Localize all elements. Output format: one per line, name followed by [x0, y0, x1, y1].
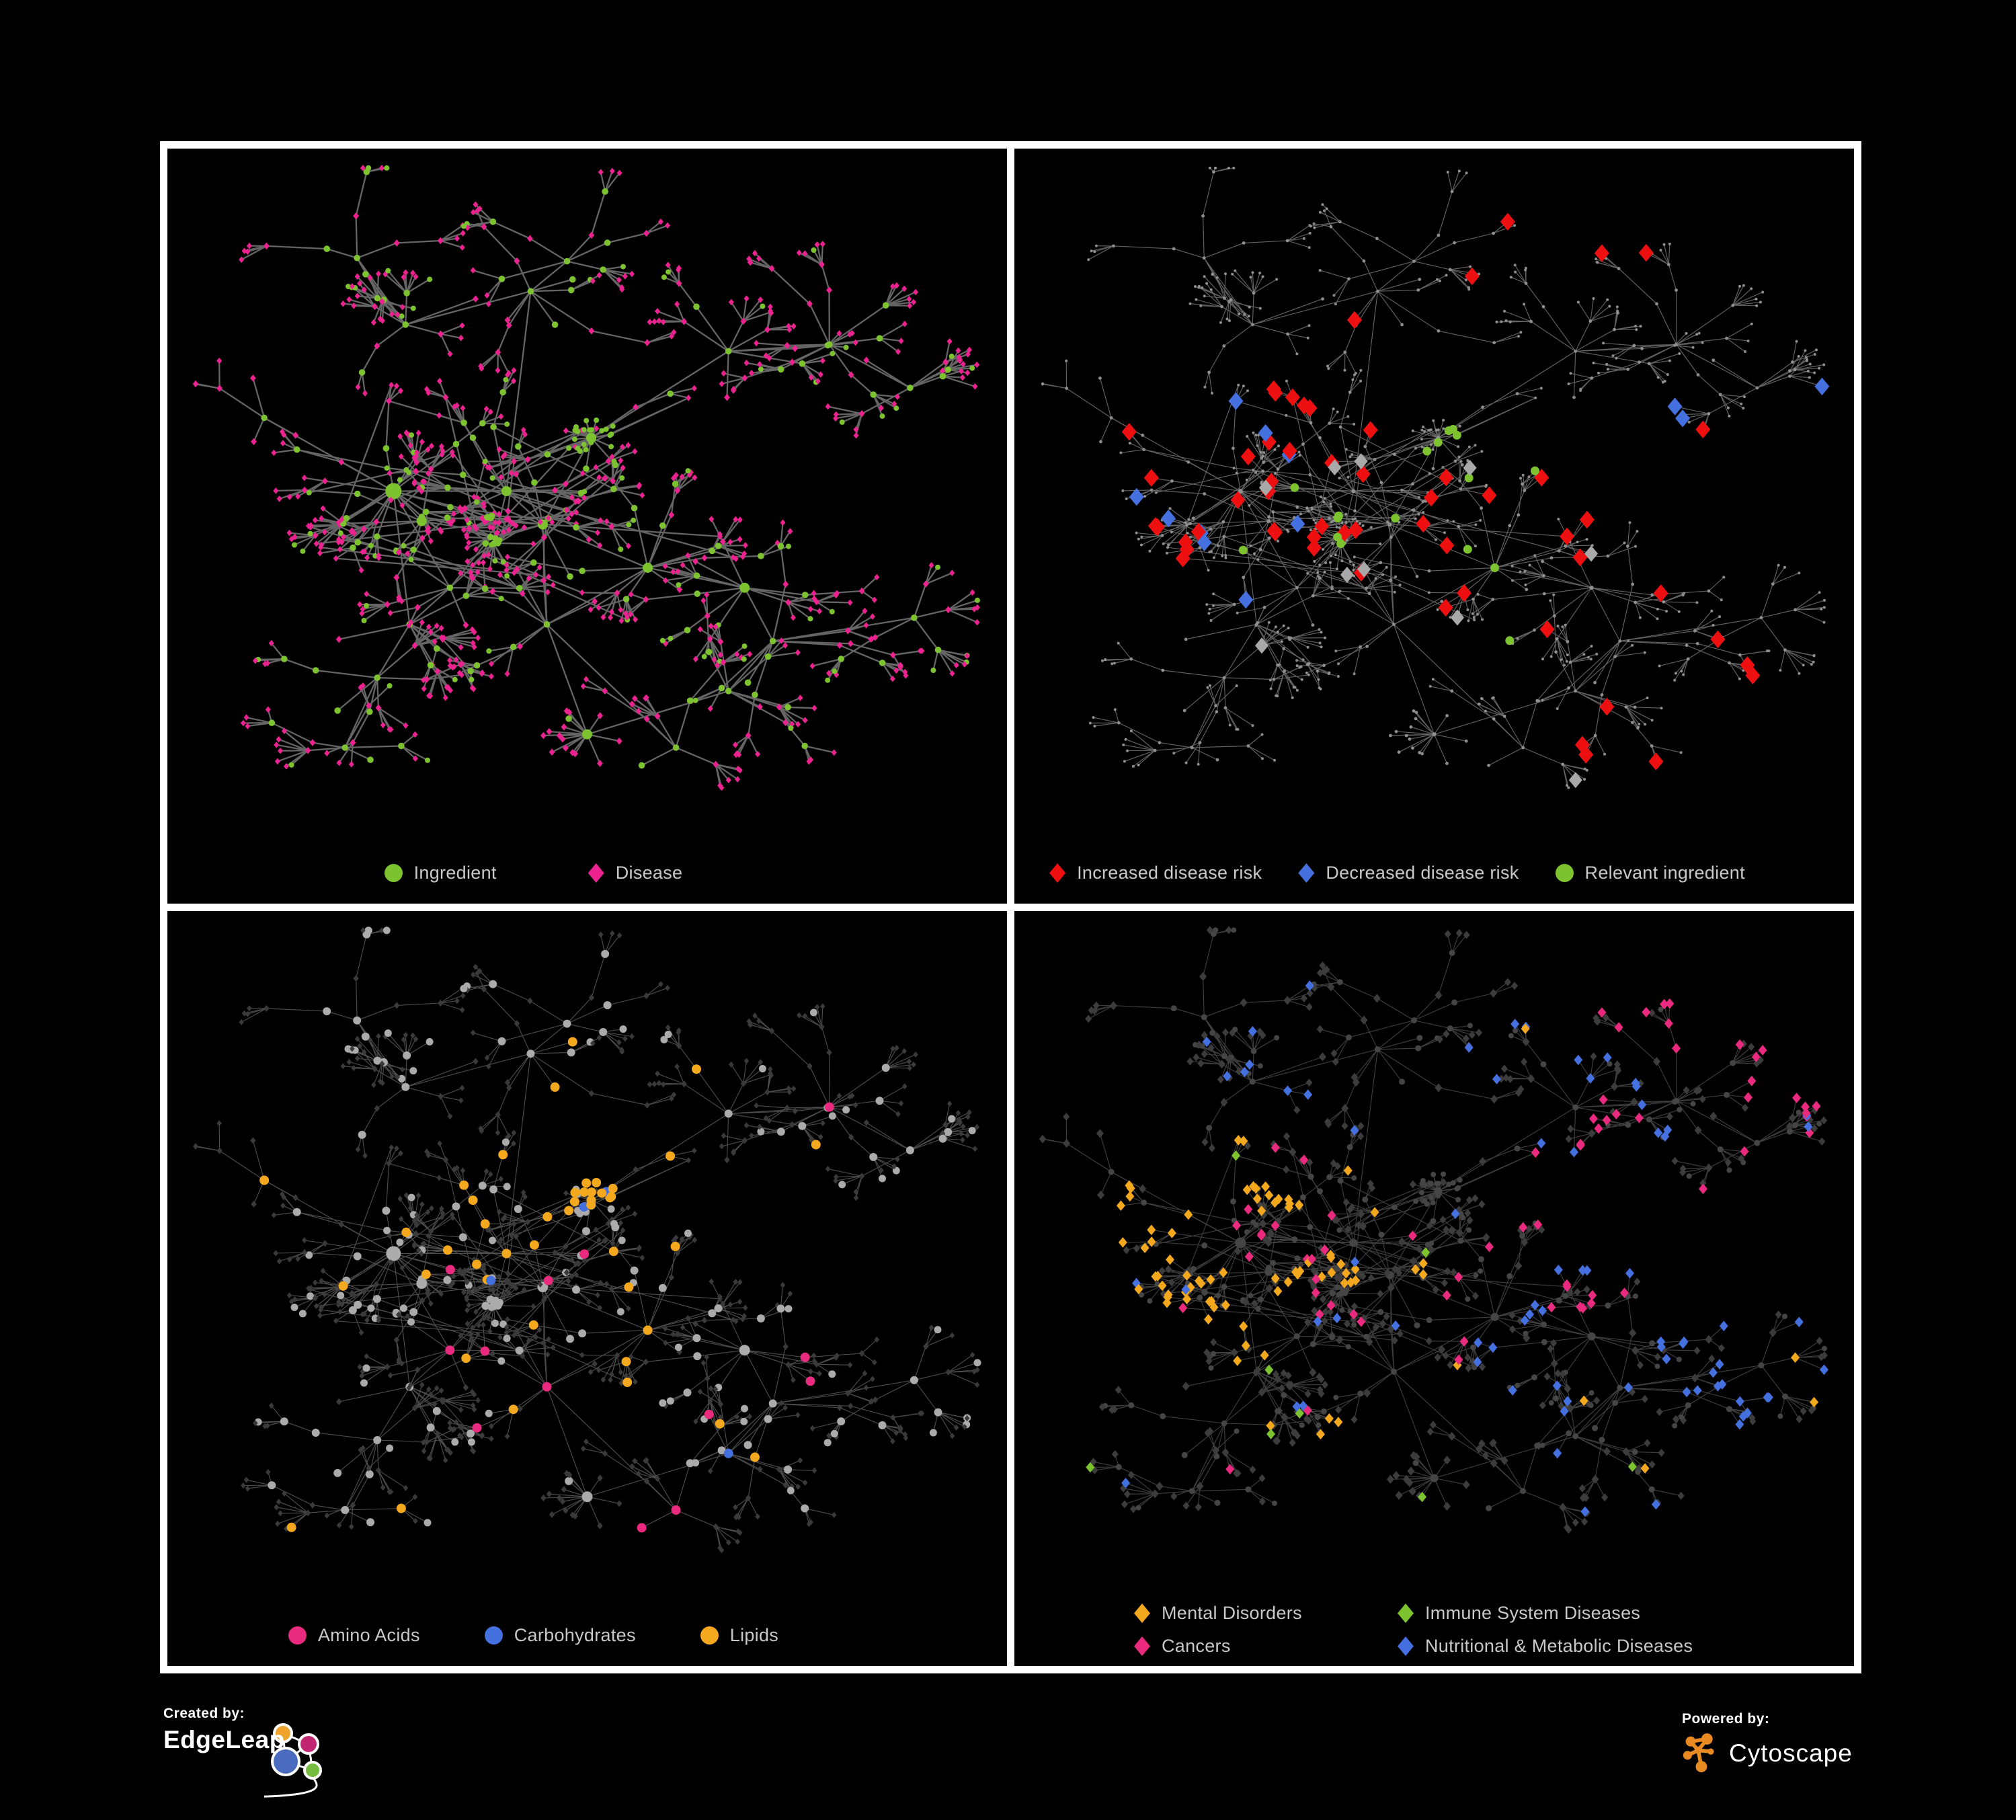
edgeleap-node-blue: [271, 1747, 300, 1776]
legend-label: Ingredient: [413, 863, 497, 883]
legend-label: Immune System Diseases: [1425, 1603, 1641, 1623]
legend-item-cancers: Cancers: [1134, 1636, 1231, 1657]
edgeleap-branding: Created by: EdgeLeap: [163, 1706, 405, 1800]
panel-macronutrients: Amino Acids Carbohydrates Lipids: [167, 911, 1007, 1666]
legend-label: Relevant ingredient: [1584, 863, 1745, 883]
cytoscape-branding: Powered by: Cytoscape: [1682, 1711, 1853, 1774]
legend-label: Increased disease risk: [1077, 863, 1262, 883]
legend-disease-risk: Increased disease risk Decreased disease …: [1014, 863, 1817, 883]
legend-label: Cancers: [1162, 1636, 1231, 1656]
legend-item-amino-acids: Amino Acids: [288, 1625, 420, 1646]
cytoscape-logo: [1683, 1733, 1714, 1772]
legend-item-lipids: Lipids: [700, 1625, 778, 1646]
legend-diamond-icon: [1298, 863, 1315, 883]
legend-circle-icon: [700, 1626, 719, 1645]
panel-disease-risk: Increased disease risk Decreased disease …: [1014, 149, 1854, 904]
legend-circle-icon: [288, 1626, 307, 1645]
network-graph-ingredient-disease: [193, 165, 980, 791]
legend-ingredient-disease: Ingredient Disease: [167, 863, 953, 883]
legend-label: Lipids: [729, 1625, 779, 1645]
panel-disease-categories: Mental Disorders Immune System Diseases Ca…: [1014, 911, 1854, 1666]
legend-diamond-icon: [588, 863, 604, 883]
legend-diamond-icon: [1398, 1604, 1414, 1623]
network-graph-disease-categories: [1039, 926, 1828, 1534]
legend-diamond-icon: [1134, 1636, 1150, 1656]
edgeleap-node-magenta: [298, 1733, 319, 1755]
legend-diamond-icon: [1049, 863, 1066, 883]
legend-item-increased-disease-risk: Increased disease risk: [1049, 863, 1262, 883]
legend-label: Disease: [615, 863, 683, 883]
legend-label: Nutritional & Metabolic Diseases: [1425, 1636, 1693, 1656]
legend-macronutrients: Amino Acids Carbohydrates Lipids: [167, 1625, 953, 1646]
panel-ingredient-disease: Ingredient Disease: [167, 149, 1007, 904]
legend-item-carbohydrates: Carbohydrates: [484, 1625, 636, 1646]
legend-label: Carbohydrates: [514, 1625, 636, 1645]
edgeleap-logo-nodes: [271, 1723, 322, 1780]
cytoscape-logo-nodes: [1683, 1733, 1714, 1772]
legend-diamond-icon: [1398, 1636, 1414, 1656]
edgeleap-node-green: [303, 1761, 322, 1780]
legend-label: Decreased disease risk: [1326, 863, 1519, 883]
legend-label: Amino Acids: [317, 1625, 420, 1645]
cytoscape-wordmark: Cytoscape: [1729, 1739, 1853, 1767]
powered-by-label: Powered by:: [1682, 1711, 1770, 1727]
edgeleap-wordmark: EdgeLeap: [163, 1726, 285, 1753]
legend-item-immune-system-diseases: Immune System Diseases: [1398, 1603, 1640, 1624]
edgeleap-swoosh: [264, 1768, 318, 1798]
legend-circle-icon: [384, 864, 403, 882]
legend-disease-categories: Mental Disorders Immune System Diseases Ca…: [1134, 1603, 1693, 1657]
figure-frame: Ingredient Disease Increased disease risk…: [160, 141, 1861, 1673]
created-by-label: Created by:: [163, 1706, 245, 1721]
legend-item-mental-disorders: Mental Disorders: [1134, 1603, 1302, 1624]
legend-circle-icon: [1555, 864, 1574, 882]
edgeleap-logo: [264, 1723, 322, 1798]
legend-label: Mental Disorders: [1162, 1603, 1302, 1623]
legend-item-decreased-disease-risk: Decreased disease risk: [1298, 863, 1519, 883]
edgeleap-node-orange: [273, 1723, 293, 1743]
legend-item-disease: Disease: [588, 863, 683, 883]
network-graph-disease-risk: [1041, 166, 1830, 789]
legend-item-relevant-ingredient: Relevant ingredient: [1555, 863, 1745, 883]
legend-diamond-icon: [1134, 1604, 1150, 1623]
legend-item-ingredient: Ingredient: [384, 863, 497, 883]
legend-item-nutritional-metabolic-diseases: Nutritional & Metabolic Diseases: [1398, 1636, 1693, 1657]
legend-circle-icon: [484, 1626, 503, 1645]
network-graph-macronutrients: [193, 926, 981, 1554]
